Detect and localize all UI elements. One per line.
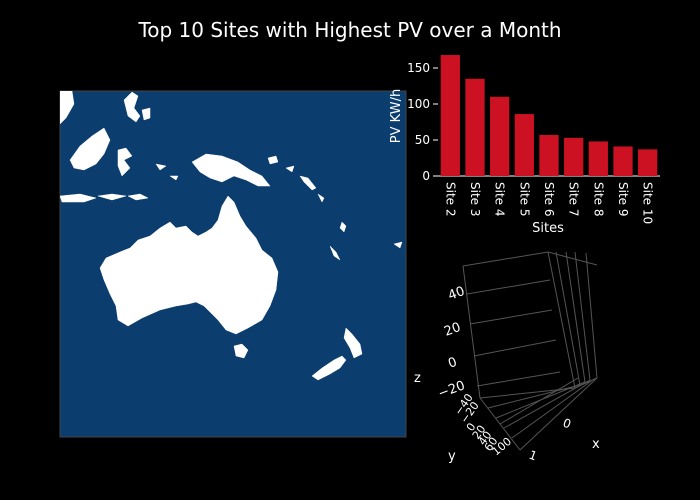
bar-y-axis-title: PV KW/h — [389, 89, 404, 143]
new-zealand-south — [311, 355, 347, 381]
x-tick-label: Site 6 — [542, 182, 556, 217]
scene-3d-x-axis-title: x — [592, 437, 600, 452]
z-tick-label: 20 — [442, 320, 463, 340]
bar[interactable] — [588, 141, 608, 176]
y-tick-label: 50 — [415, 133, 430, 147]
bar-x-axis: Site 2 Site 3 Site 4 Site 5 Site 6 Site 7 Site… — [443, 182, 654, 224]
bar-x-axis-title: Sites — [532, 221, 564, 236]
scene-3d-y-axis-title: y — [448, 449, 456, 464]
z-tick-label: 40 — [446, 284, 467, 304]
bar-chart: 0 50 100 150 Site 2 Site 3 Site 4 Site 5 Site 6… — [389, 55, 660, 236]
scene-3d[interactable]: 40 20 0 −20 0 1 −40 −20 0 20 40 60 100 z… — [414, 251, 600, 464]
y-tick-label: 150 — [407, 61, 430, 75]
x-tick-label: 0 — [561, 416, 573, 432]
australia-landmass — [99, 195, 279, 335]
bar[interactable] — [490, 96, 510, 176]
scene-3d-x-ticks: 0 1 — [527, 416, 573, 464]
bar[interactable] — [539, 134, 559, 176]
chart-title: Top 10 Sites with Highest PV over a Mont… — [138, 18, 562, 42]
new-guinea — [191, 153, 271, 187]
bar[interactable] — [514, 114, 534, 176]
map-panel[interactable] — [59, 90, 407, 438]
tasmania — [233, 343, 249, 359]
z-tick-label: 0 — [446, 355, 459, 372]
java — [60, 193, 97, 203]
x-tick-label: Site 3 — [468, 182, 482, 217]
scene-3d-grid — [462, 251, 598, 451]
sulawesi — [117, 147, 133, 177]
x-tick-label: Site 7 — [567, 182, 581, 217]
bar-series — [440, 55, 658, 176]
x-tick-label: Site 2 — [443, 182, 457, 217]
x-tick-label: Site 4 — [493, 182, 507, 216]
borneo — [69, 127, 111, 171]
bar[interactable] — [564, 137, 584, 176]
x-tick-label: Site 9 — [616, 182, 630, 217]
scene-3d-z-axis-title: z — [414, 371, 421, 386]
map-land — [60, 91, 403, 381]
scene-3d-z-ticks: 40 20 0 −20 — [436, 284, 467, 402]
bar[interactable] — [613, 146, 633, 176]
y-tick-label: 0 — [422, 169, 430, 183]
x-tick-label: Site 5 — [517, 182, 531, 217]
bar[interactable] — [465, 78, 485, 176]
indochina-edge — [60, 91, 75, 125]
x-tick-label: 1 — [527, 448, 539, 464]
philippines — [123, 91, 141, 123]
y-tick-label: 100 — [407, 97, 430, 111]
x-tick-label: Site 8 — [591, 182, 605, 217]
new-zealand-north — [343, 327, 363, 359]
x-tick-label: Site 10 — [641, 182, 655, 224]
bar[interactable] — [440, 55, 460, 176]
bar[interactable] — [638, 149, 658, 176]
